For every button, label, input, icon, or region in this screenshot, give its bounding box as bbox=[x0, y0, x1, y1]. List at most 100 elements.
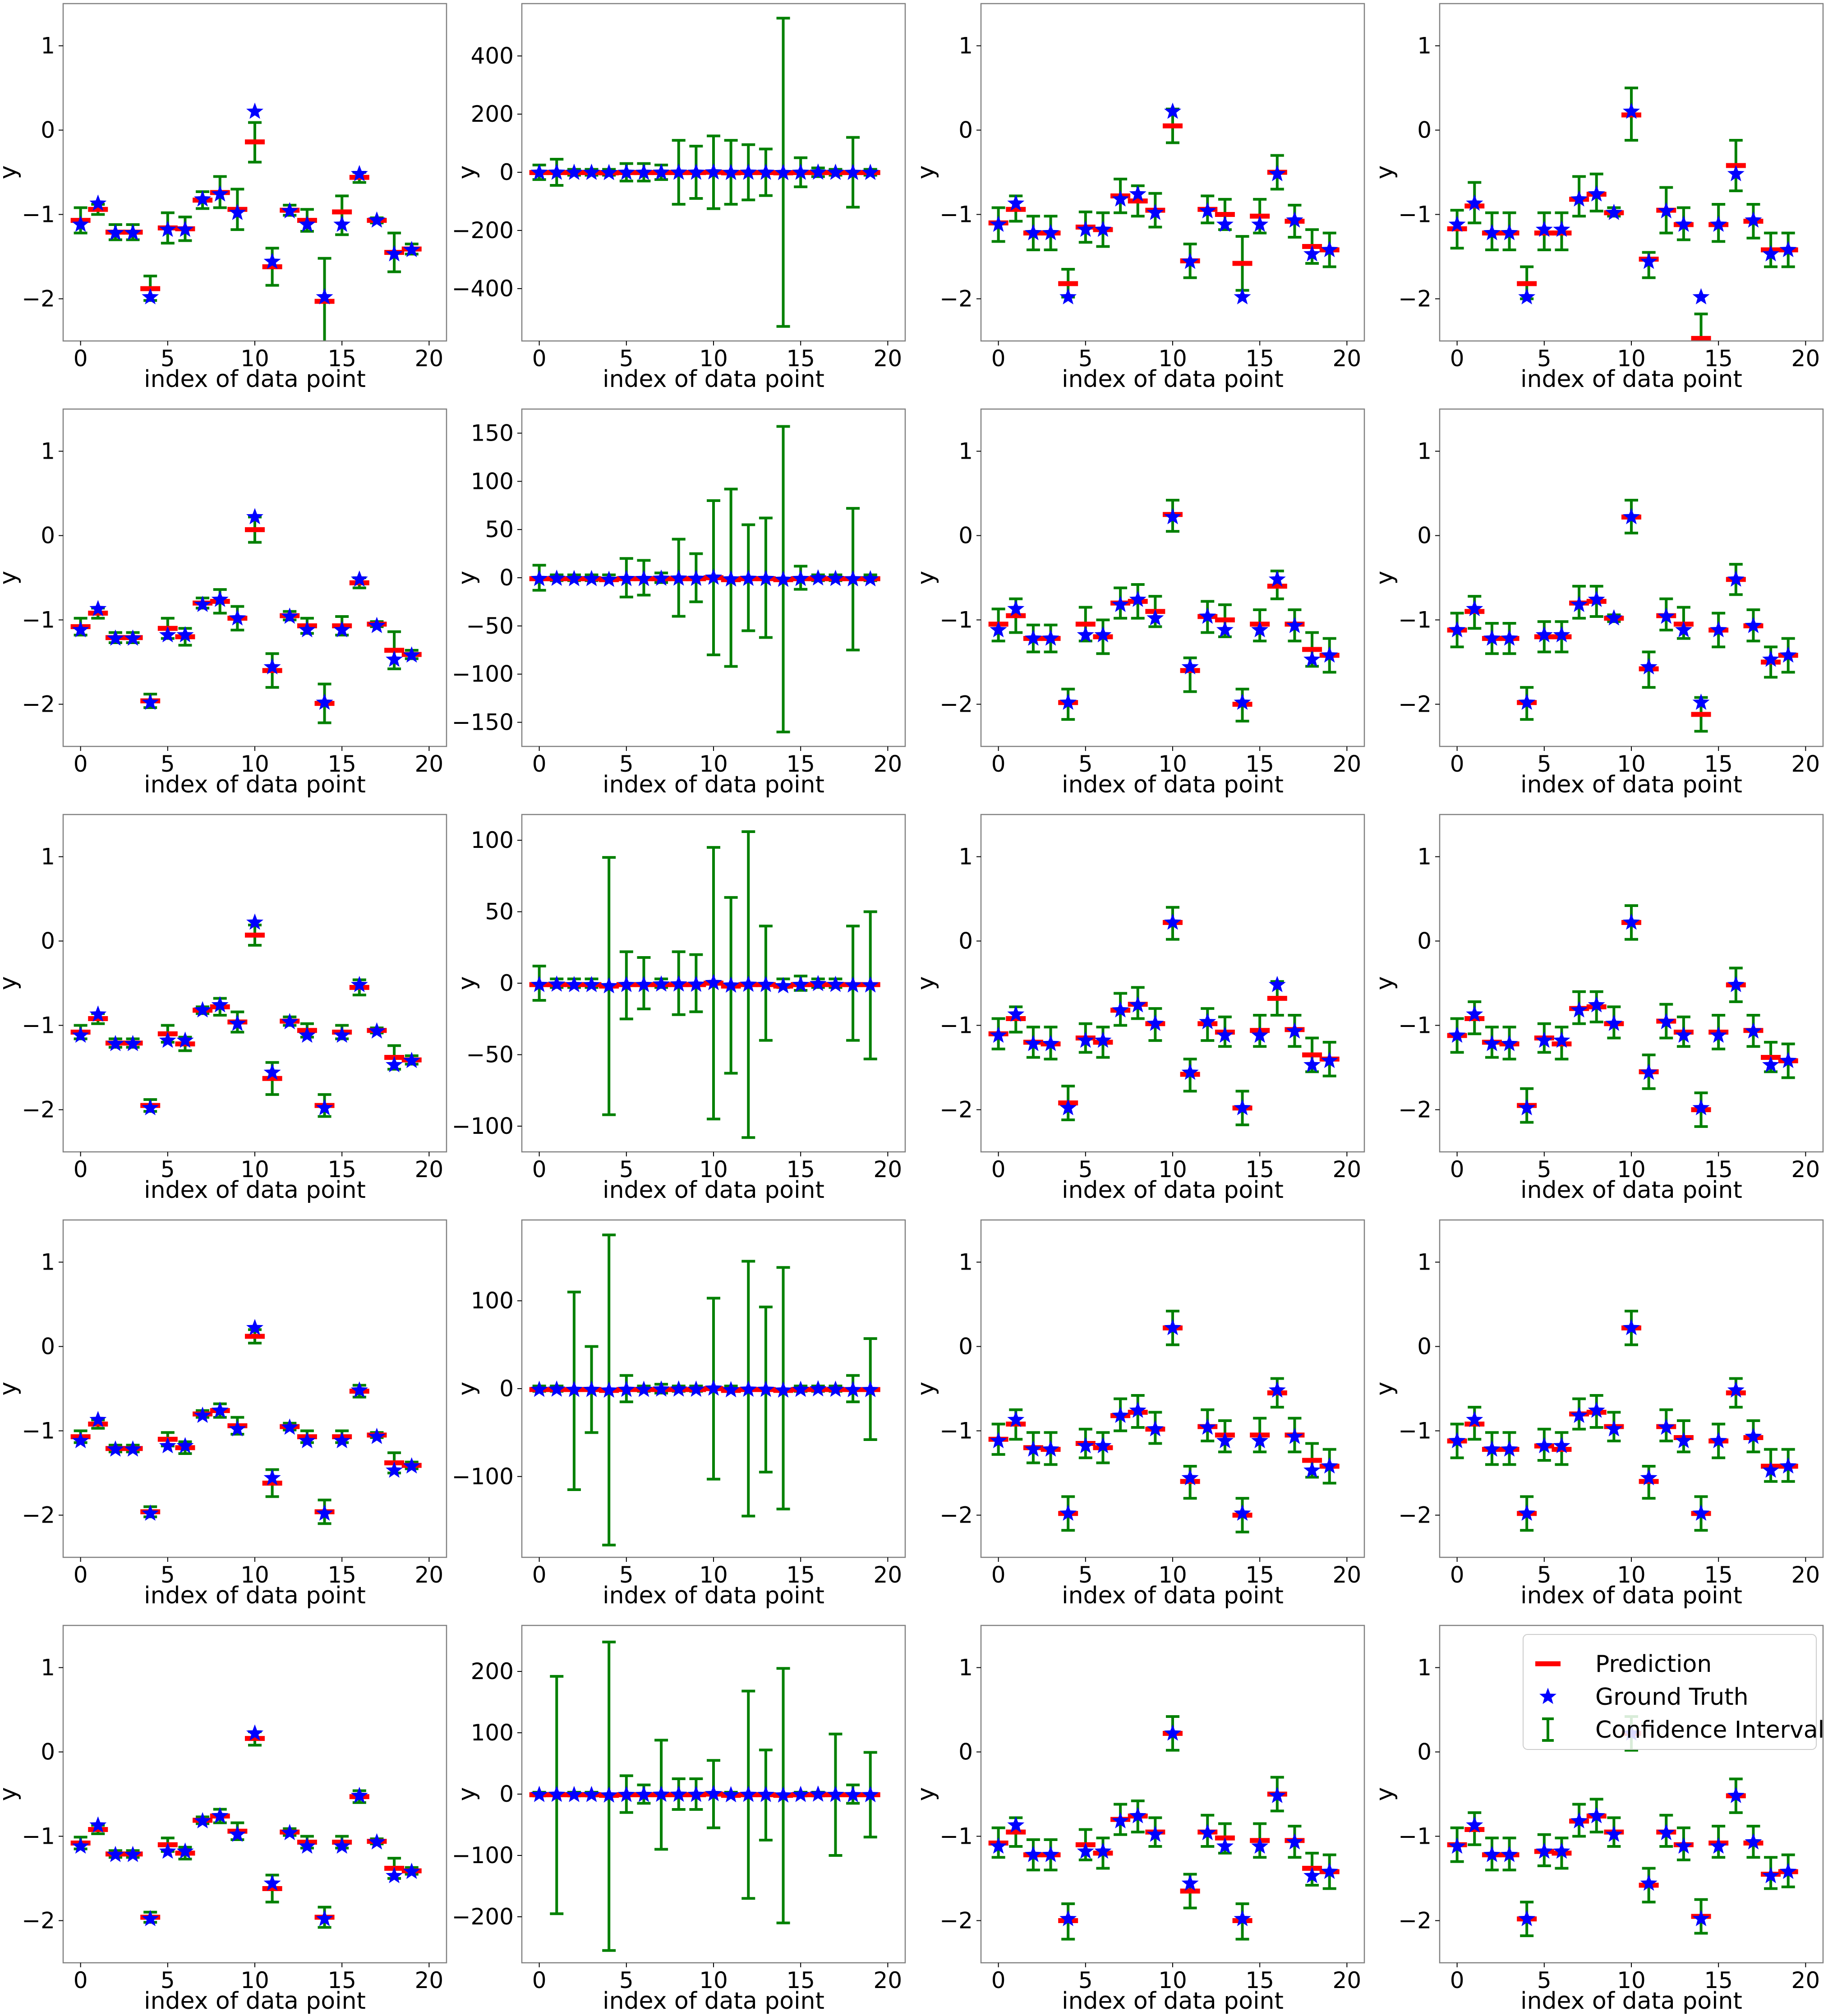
y-tick-label: −1 bbox=[939, 1418, 973, 1444]
ground-truth-marker bbox=[705, 568, 722, 585]
ground-truth-marker bbox=[670, 1786, 687, 1802]
y-axis-label: y bbox=[0, 571, 22, 585]
ground-truth-marker bbox=[1640, 1063, 1658, 1080]
plot-area bbox=[1447, 904, 1798, 1128]
ground-truth-marker bbox=[827, 163, 844, 180]
x-tick-label: 10 bbox=[1158, 1156, 1187, 1183]
ground-truth-marker bbox=[617, 1786, 635, 1802]
ground-truth-marker bbox=[403, 1457, 420, 1474]
y-tick-label: 50 bbox=[485, 899, 514, 925]
subplot-1-1: 0 5 10 15 20 150 100 50 0 −50 −100 −150 index of dat… bbox=[452, 408, 906, 798]
plot-area bbox=[70, 102, 422, 341]
x-tick-label: 15 bbox=[786, 1562, 815, 1588]
ground-truth-marker bbox=[333, 215, 351, 232]
ground-truth-marker bbox=[1007, 600, 1025, 617]
ground-truth-marker bbox=[1553, 221, 1570, 237]
y-tick-label: −2 bbox=[22, 1502, 55, 1528]
y-tick-label: 0 bbox=[1417, 523, 1432, 549]
y-tick-label: −2 bbox=[939, 1097, 973, 1123]
ground-truth-marker bbox=[1077, 1842, 1094, 1859]
y-tick-label: −1 bbox=[939, 202, 973, 228]
ground-truth-marker bbox=[403, 1863, 420, 1879]
ground-truth-marker bbox=[1518, 1504, 1536, 1521]
ground-truth-marker bbox=[1234, 1099, 1251, 1115]
y-axis-label: y bbox=[453, 1787, 480, 1801]
x-tick-label: 0 bbox=[74, 345, 88, 372]
y-tick-label: 1 bbox=[958, 33, 973, 59]
ground-truth-marker bbox=[124, 1846, 142, 1862]
ground-truth-marker bbox=[1321, 241, 1338, 258]
y-tick-label: −1 bbox=[1398, 1013, 1432, 1039]
y-tick-label: −1 bbox=[22, 1013, 55, 1039]
ground-truth-marker bbox=[1675, 1431, 1692, 1449]
ground-truth-marker bbox=[1692, 1099, 1710, 1115]
ground-truth-marker bbox=[1094, 1437, 1112, 1454]
plot-area bbox=[988, 906, 1340, 1127]
y-tick-label: −1 bbox=[1398, 1823, 1432, 1850]
ground-truth-marker bbox=[281, 1418, 299, 1435]
ground-truth-marker bbox=[1164, 1724, 1181, 1741]
ground-truth-marker bbox=[194, 1812, 212, 1828]
y-tick-label: −1 bbox=[939, 1013, 973, 1039]
ground-truth-marker bbox=[1501, 1035, 1518, 1051]
ground-truth-marker bbox=[1129, 1807, 1147, 1823]
ground-truth-marker bbox=[1710, 1026, 1727, 1043]
x-tick-label: 0 bbox=[532, 1156, 547, 1183]
ground-truth-marker bbox=[687, 1786, 705, 1802]
ground-truth-marker bbox=[1588, 590, 1605, 607]
ground-truth-marker bbox=[1321, 1863, 1338, 1879]
ground-truth-marker bbox=[1535, 1031, 1553, 1048]
ground-truth-marker bbox=[1303, 1461, 1321, 1478]
ground-truth-marker bbox=[246, 1319, 263, 1335]
x-tick-label: 10 bbox=[1617, 345, 1646, 372]
x-tick-label: 0 bbox=[74, 1967, 88, 1993]
ground-truth-marker bbox=[211, 590, 229, 607]
ground-truth-marker bbox=[844, 570, 862, 587]
ground-truth-marker bbox=[1112, 1001, 1129, 1017]
axes-frame bbox=[1439, 408, 1824, 747]
ground-truth-marker bbox=[298, 1837, 316, 1854]
legend-ground-truth-swatch bbox=[1539, 1688, 1556, 1704]
ground-truth-marker bbox=[298, 1026, 316, 1043]
x-tick-label: 5 bbox=[1078, 1967, 1093, 1993]
y-tick-label: −1 bbox=[22, 202, 55, 228]
ground-truth-marker bbox=[844, 1381, 862, 1397]
subplot-2-1: 0 5 10 15 20 100 50 0 −50 −100 index of data point… bbox=[452, 814, 906, 1204]
ground-truth-marker bbox=[1605, 609, 1623, 626]
ground-truth-marker bbox=[1692, 1910, 1710, 1926]
x-tick-label: 10 bbox=[240, 751, 269, 777]
ground-truth-marker bbox=[1727, 1786, 1745, 1803]
ground-truth-marker bbox=[1164, 102, 1181, 119]
plot-area bbox=[1447, 1309, 1798, 1532]
x-tick-label: 20 bbox=[415, 1562, 444, 1588]
ground-truth-marker bbox=[142, 1910, 159, 1926]
ground-truth-marker bbox=[548, 1380, 566, 1397]
x-tick-label: 20 bbox=[415, 345, 444, 372]
ground-truth-marker bbox=[386, 650, 403, 667]
y-axis-label: y bbox=[0, 1382, 22, 1396]
ground-truth-marker bbox=[1181, 1874, 1199, 1891]
y-tick-label: 0 bbox=[41, 1334, 55, 1360]
plot-area bbox=[1447, 498, 1798, 733]
y-tick-label: −2 bbox=[1398, 691, 1432, 718]
y-tick-label: 50 bbox=[485, 516, 514, 543]
axes-frame bbox=[980, 814, 1365, 1153]
ground-truth-marker bbox=[194, 1406, 212, 1423]
ground-truth-marker bbox=[705, 974, 722, 990]
ground-truth-marker bbox=[333, 621, 351, 638]
ground-truth-marker bbox=[1286, 1427, 1303, 1444]
ground-truth-marker bbox=[1147, 1014, 1164, 1031]
ground-truth-marker bbox=[1007, 1411, 1025, 1427]
x-tick-label: 20 bbox=[1333, 345, 1362, 372]
y-axis-label: y bbox=[912, 166, 939, 180]
y-axis-label: y bbox=[912, 976, 939, 990]
ground-truth-marker bbox=[1199, 1013, 1216, 1030]
ground-truth-marker bbox=[194, 595, 212, 612]
ground-truth-marker bbox=[1042, 1035, 1059, 1051]
ground-truth-marker bbox=[617, 570, 635, 586]
x-tick-label: 15 bbox=[1245, 1562, 1274, 1588]
